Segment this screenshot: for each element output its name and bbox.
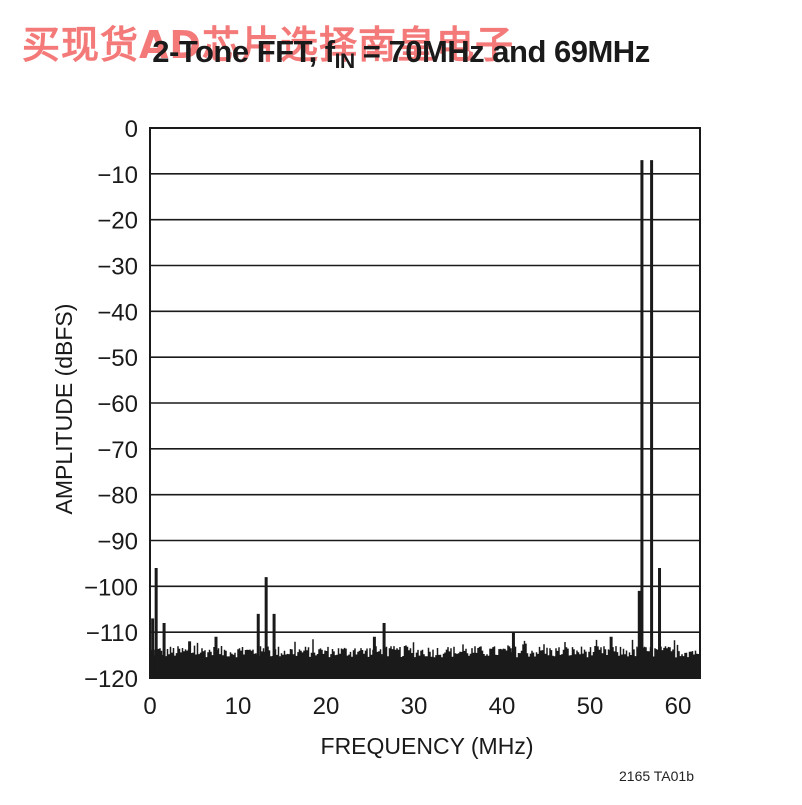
y-axis-label: AMPLITUDE (dBFS) — [51, 304, 77, 515]
y-tick-label: −90 — [97, 529, 138, 556]
x-axis-ticks: 0 10 20 30 40 50 60 — [143, 693, 691, 720]
y-tick-label: −110 — [86, 620, 138, 647]
y-tick-label: −60 — [97, 391, 138, 418]
y-tick-label: −10 — [97, 162, 138, 189]
x-tick-label: 40 — [489, 693, 516, 720]
chart-title: 2-Tone FFT, fIN = 70MHz and 69MHz — [0, 34, 802, 73]
title-subscript: IN — [334, 50, 356, 73]
x-tick-label: 50 — [577, 693, 604, 720]
y-tick-label: −50 — [97, 345, 138, 372]
y-tick-label: −120 — [84, 666, 138, 693]
y-tick-label: −30 — [97, 254, 138, 281]
y-tick-label: −100 — [84, 574, 138, 601]
y-tick-label: −80 — [97, 483, 138, 510]
y-tick-label: −20 — [97, 208, 138, 235]
spectrum-trace — [150, 160, 700, 678]
watermark-text: 买现货AD芯片选择南皇电子 — [22, 23, 514, 67]
figure-reference: 2165 TA01b — [619, 768, 694, 784]
plot-frame — [149, 127, 701, 679]
y-axis-ticks: 0 −10 −20 −30 −40 −50 −60 −70 −80 −90 −100 −110 −120 — [84, 116, 138, 693]
y-tick-label: −70 — [97, 437, 138, 464]
x-tick-label: 30 — [401, 693, 428, 720]
x-tick-label: 60 — [665, 693, 692, 720]
x-tick-label: 20 — [313, 693, 340, 720]
x-tick-label: 10 — [225, 693, 252, 720]
y-tick-label: −40 — [97, 299, 138, 326]
title-text: 2-Tone FFT, f — [152, 34, 335, 69]
grid-lines — [150, 173, 700, 633]
title-text-tail: = 70MHz and 69MHz — [354, 34, 650, 69]
x-axis-label: FREQUENCY (MHz) — [321, 733, 534, 759]
x-tick-label: 0 — [143, 693, 156, 720]
y-tick-label: 0 — [125, 116, 138, 143]
noise-floor — [150, 639, 700, 678]
